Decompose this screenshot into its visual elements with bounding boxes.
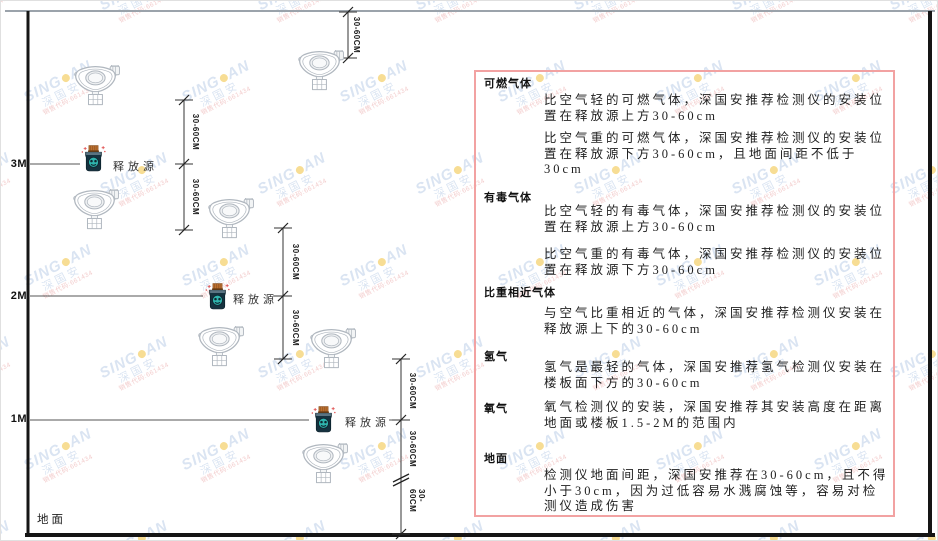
panel-paragraph: 比空气重的有毒气体，深国安推荐检测仪的安装位置在释放源下方30-60cm (544, 247, 886, 277)
axis-label-2m: 2M (10, 290, 27, 302)
gas-detector (301, 442, 349, 490)
gas-detector (297, 49, 345, 97)
release-source-label: 释放源 (345, 417, 390, 429)
gas-detector (72, 188, 120, 236)
diagram-line (395, 353, 407, 365)
gas-detector-icon (198, 325, 244, 367)
gas-detector-icon (302, 442, 348, 484)
release-source-label: 释放源 (233, 294, 278, 306)
panel-paragraph: 检测仪地面间距，深国安推荐在30-60cm，且不得小于30cm，因为过低容易水溅… (544, 468, 889, 513)
diagram-line (277, 290, 289, 302)
dimension-label: 30-60CM (291, 243, 300, 281)
diagram-line (277, 353, 289, 365)
diagram-line (395, 528, 407, 540)
release-source-icon (205, 283, 230, 310)
diagram-line (178, 224, 190, 236)
gas-detector-icon (208, 197, 254, 239)
diagram-line (277, 222, 289, 234)
gas-detector-icon (73, 188, 119, 230)
release-source (81, 145, 106, 177)
panel-paragraph: 比空气轻的有毒气体，深国安推荐检测仪的安装位置在释放源上方30-60cm (544, 204, 886, 234)
diagram-line (178, 158, 190, 170)
panel-paragraph: 比空气轻的可燃气体，深国安推荐检测仪的安装位置在释放源上方30-60cm (544, 93, 886, 123)
recommendation-panel-border (474, 70, 895, 517)
release-source-icon (311, 406, 336, 433)
panel-section-title: 地面 (484, 453, 508, 465)
panel-paragraph: 与空气比重相近的气体，深国安推荐检测仪安装在释放源上下的30-60cm (544, 306, 886, 336)
release-source-label: 释放源 (113, 161, 158, 173)
diagram-line (178, 94, 190, 106)
dimension-label: 30-60CM (191, 113, 200, 151)
dimension-label: 30-60CM (352, 16, 361, 54)
panel-section-title: 有毒气体 (484, 192, 532, 204)
diagram-line (342, 52, 354, 64)
panel-paragraph: 氧气检测仪的安装，深国安推荐其安装高度在距离地面或楼板1.5-2M的范围内 (544, 400, 886, 430)
gas-detector-icon (310, 327, 356, 369)
diagram-line (395, 414, 407, 426)
gas-detector (73, 64, 121, 112)
release-source-icon (81, 145, 106, 172)
panel-section-title: 氧气 (484, 403, 508, 415)
panel-section-title: 可燃气体 (484, 78, 532, 90)
panel-section-title: 比重相近气体 (484, 287, 556, 299)
dimension-label: 30-60CM (408, 430, 417, 468)
diagram-line (342, 6, 354, 18)
axis-label-3m: 3M (10, 158, 27, 170)
release-source (205, 283, 230, 315)
dimension-label: 30-60CM (191, 178, 200, 216)
panel-section-title: 氢气 (484, 351, 508, 363)
release-source (311, 406, 336, 438)
panel-paragraph: 比空气重的可燃气体，深国安推荐检测仪的安装位置在释放源下方30-60cm，且地面… (544, 131, 886, 176)
panel-paragraph: 氢气是最轻的气体，深国安推荐氢气检测仪安装在楼板面下方的30-60cm (544, 360, 886, 390)
dimension-label: 30-60CM (408, 489, 426, 513)
gas-detector (207, 197, 255, 245)
ground-label: 地面 (37, 514, 66, 526)
gas-detector-icon (298, 49, 344, 91)
axis-label-1m: 1M (10, 413, 27, 425)
gas-detector-icon (74, 64, 120, 106)
gas-detector (197, 325, 245, 373)
gas-detector (309, 327, 357, 375)
dimension-label: 30-60CM (291, 309, 300, 347)
diagram-line (392, 473, 410, 483)
dimension-label: 30-60CM (408, 372, 417, 410)
diagram-line (392, 477, 410, 487)
